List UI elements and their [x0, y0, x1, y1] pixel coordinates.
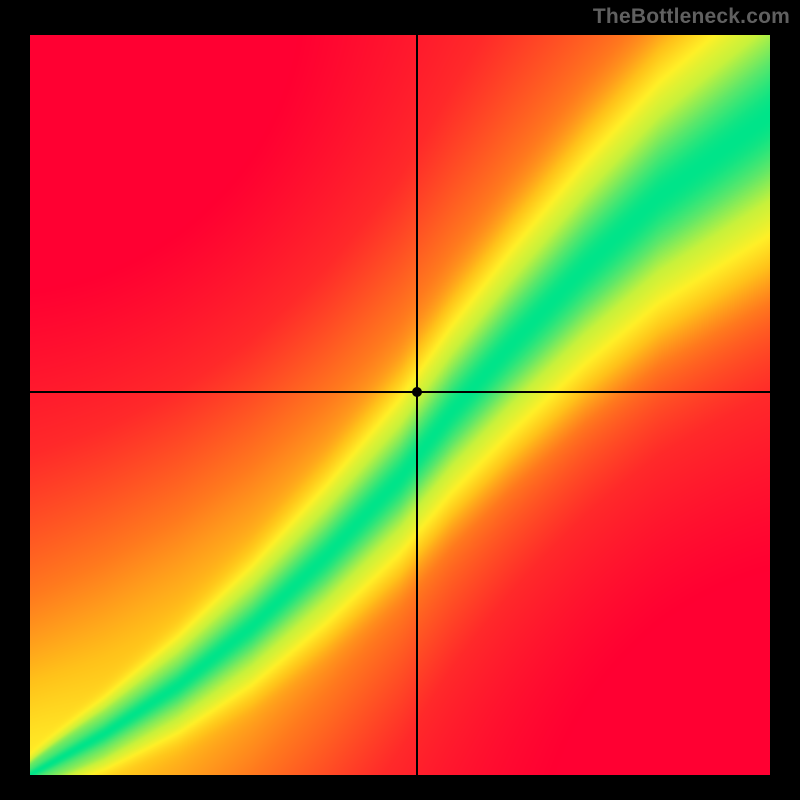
crosshair-vertical	[416, 35, 418, 775]
marker-point	[412, 387, 422, 397]
heatmap-canvas	[30, 35, 770, 775]
watermark-label: TheBottleneck.com	[593, 5, 790, 29]
crosshair-horizontal	[30, 391, 770, 393]
heatmap-plot	[30, 35, 770, 775]
